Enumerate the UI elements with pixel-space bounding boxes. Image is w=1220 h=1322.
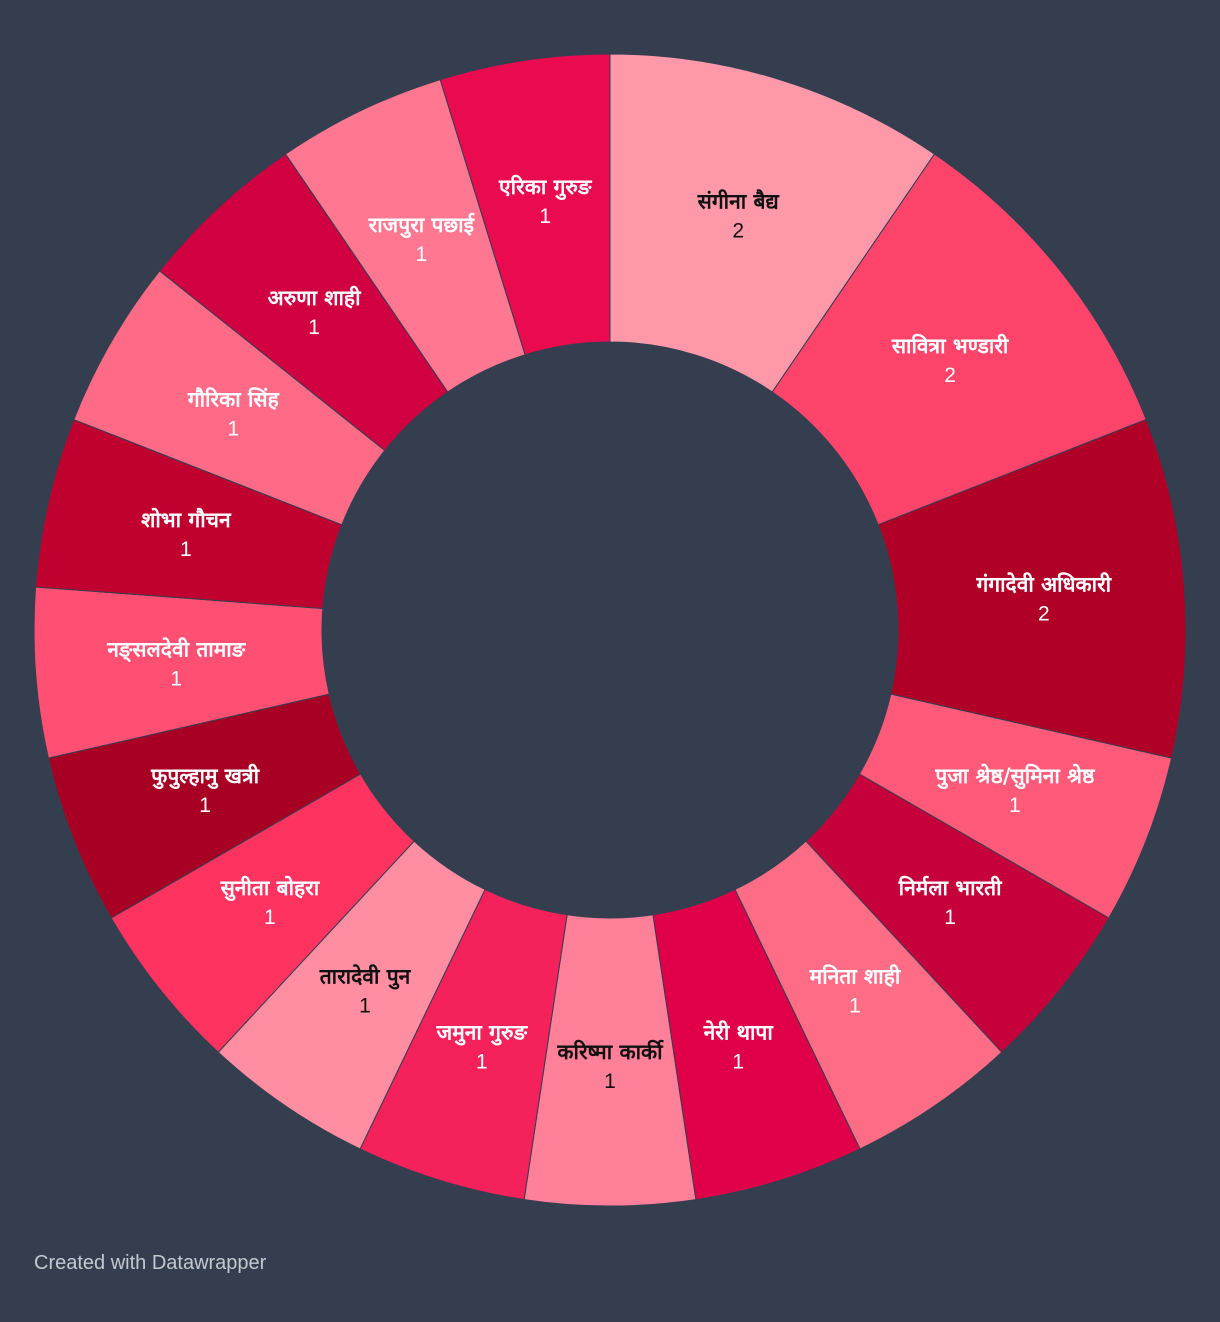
slice-label: तारादेवी पुन: [319, 963, 412, 990]
slice-label: मनिता शाही: [809, 963, 902, 988]
slice-label: नङ्सलदेवी तामाङ: [106, 637, 246, 663]
donut-slice[interactable]: [877, 418, 1187, 759]
slice-value: 1: [264, 906, 276, 929]
slice-value: 1: [359, 994, 371, 1017]
donut-slice[interactable]: [439, 53, 611, 356]
slice-value: 2: [732, 219, 744, 242]
slice-value: 1: [604, 1070, 616, 1093]
donut-svg: संगीना बैद्य 2 सावित्रा भण्डारी 2 गंगादेवी अ…: [33, 53, 1187, 1207]
slice-label: शोभा गौचन: [141, 507, 232, 532]
slice-label: फुपुल्हामु खत्री: [150, 763, 260, 790]
donut-slice[interactable]: [609, 53, 936, 393]
slice-label: जमुना गुरुङ: [436, 1021, 529, 1047]
slice-label: पुजा श्रेष्ठ/सुमिना श्रेष्ठ: [934, 763, 1096, 790]
slice-label: गौरिका सिंह: [187, 387, 280, 412]
slice-label: सावित्रा भण्डारी: [891, 333, 1010, 358]
slice-value: 1: [849, 994, 861, 1017]
slice-value: 1: [415, 243, 427, 266]
slice-label: अरुणा शाही: [268, 285, 362, 310]
credit-text: Created with Datawrapper: [34, 1252, 267, 1274]
slice-value: 2: [944, 364, 956, 387]
slice-value: 1: [180, 538, 192, 561]
slice-value: 1: [944, 906, 956, 929]
slice-value: 1: [199, 794, 211, 817]
slice-value: 1: [539, 205, 551, 228]
slice-value: 1: [1009, 794, 1021, 817]
slice-label: राजपुरा पछाई: [368, 212, 475, 239]
donut-chart: संगीना बैद्य 2 सावित्रा भण्डारी 2 गंगादेवी अ…: [33, 53, 1187, 1207]
slice-value: 1: [227, 418, 239, 441]
slice-label: सुनीता बोहरा: [220, 875, 321, 902]
slice-label: करिष्मा कार्की: [556, 1039, 664, 1064]
slice-value: 2: [1038, 603, 1050, 626]
slice-value: 1: [732, 1051, 744, 1074]
slice-label: नेरी थापा: [703, 1020, 775, 1045]
slice-value: 1: [476, 1051, 488, 1074]
slice-label: एरिका गुरुङ: [498, 174, 593, 201]
slice-label: निर्मला भारती: [898, 875, 1003, 900]
slice-value: 1: [170, 668, 182, 691]
slice-label: गंगादेवी अधिकारी: [975, 572, 1112, 597]
slice-label: संगीना बैद्य: [697, 188, 780, 213]
slice-value: 1: [308, 316, 320, 339]
donut-slice[interactable]: [771, 153, 1147, 526]
